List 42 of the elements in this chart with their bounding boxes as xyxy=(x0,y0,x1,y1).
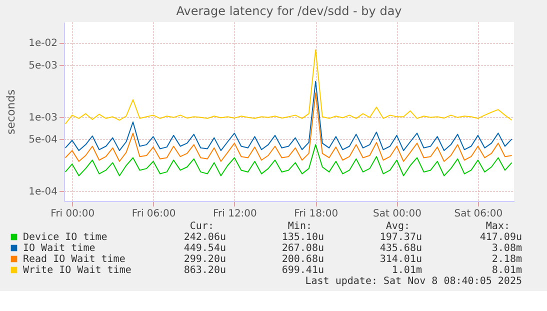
text: Min: xyxy=(288,221,312,232)
text: Last update: Sat Nov 8 08:40:05 2025 xyxy=(305,276,522,287)
text: 314.01u xyxy=(380,254,422,265)
chart-title: Average latency for /dev/sdd - by day xyxy=(176,4,402,18)
y-tick-label: 5e-03 xyxy=(28,60,58,72)
y-tick-label: 1e-04 xyxy=(28,186,58,198)
text: 8.01m xyxy=(492,265,522,276)
y-axis-title: seconds xyxy=(4,89,18,134)
legend-label: Write IO Wait time xyxy=(23,265,132,276)
text: 242.06u xyxy=(184,232,226,243)
x-tick-label: Sat 00:00 xyxy=(373,208,422,220)
text: 3.08m xyxy=(492,243,522,254)
text: 200.68u xyxy=(282,254,324,265)
x-tick-label: Fri 18:00 xyxy=(294,208,338,220)
x-tick-label: Fri 00:00 xyxy=(50,208,95,220)
y-tick-label: 5e-04 xyxy=(28,134,58,146)
text: Cur: xyxy=(190,221,214,232)
y-tick-label: 1e-02 xyxy=(28,38,58,50)
text: 267.08u xyxy=(282,243,324,254)
x-tick-label: Fri 12:00 xyxy=(212,208,257,220)
legend-label: Device IO time xyxy=(23,232,108,243)
text: 1.01m xyxy=(392,265,422,276)
line-series xyxy=(64,92,512,162)
line-series xyxy=(64,80,512,152)
text: 699.41u xyxy=(282,265,324,276)
text: 417.09u xyxy=(480,232,522,243)
x-tick-label: Sat 06:00 xyxy=(454,208,503,220)
text: 135.10u xyxy=(282,232,324,243)
text: Max: xyxy=(486,221,510,232)
line-series xyxy=(64,49,512,124)
y-tick-label: 1e-03 xyxy=(28,112,58,124)
legend-label: IO Wait time xyxy=(23,243,96,254)
text: Avg: xyxy=(386,221,410,232)
text: 863.20u xyxy=(184,265,226,276)
text: 449.54u xyxy=(184,243,226,254)
text: 435.68u xyxy=(380,243,422,254)
legend-label: Read IO Wait time xyxy=(23,254,126,265)
text: 299.20u xyxy=(184,254,226,265)
text: 197.37u xyxy=(380,232,422,243)
x-tick-label: Fri 06:00 xyxy=(132,208,176,220)
text: 2.18m xyxy=(492,254,522,265)
line-series xyxy=(64,144,512,176)
